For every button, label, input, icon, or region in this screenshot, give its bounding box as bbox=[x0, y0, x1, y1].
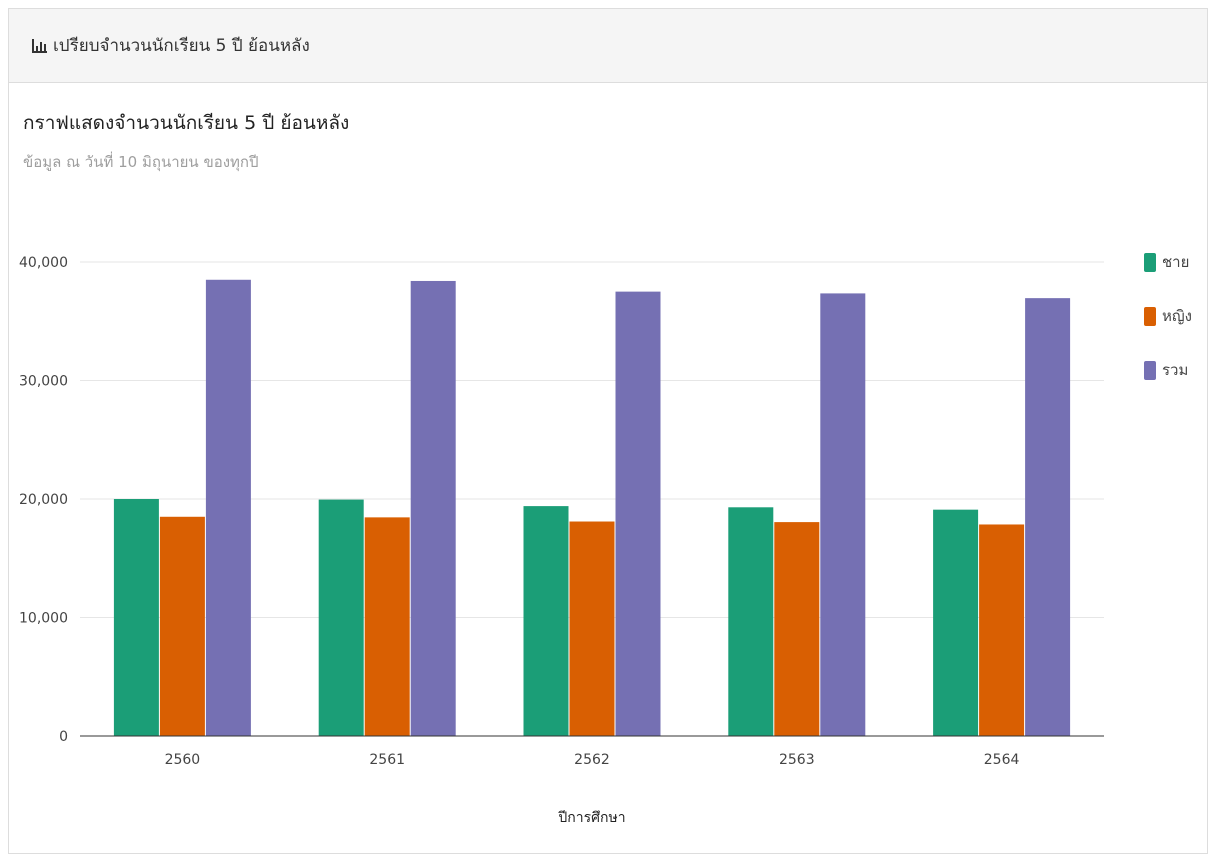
bar-male-2563[interactable] bbox=[728, 507, 774, 736]
legend-item-total[interactable]: รวม bbox=[1144, 360, 1192, 380]
bar-male-2560[interactable] bbox=[113, 499, 159, 736]
bar-female-2564[interactable] bbox=[979, 524, 1025, 736]
x-tick-label: 2560 bbox=[165, 752, 201, 768]
y-tick-label: 40,000 bbox=[19, 255, 68, 271]
bar-male-2562[interactable] bbox=[523, 506, 569, 736]
x-tick-label: 2562 bbox=[574, 752, 610, 768]
legend-item-male[interactable]: ชาย bbox=[1144, 252, 1192, 272]
chart-title: กราฟแสดงจำนวนนักเรียน 5 ปี ย้อนหลัง bbox=[23, 112, 350, 134]
bar-total-2560[interactable] bbox=[205, 279, 251, 736]
y-tick-label: 20,000 bbox=[19, 492, 68, 508]
bar-total-2561[interactable] bbox=[410, 280, 456, 736]
y-tick-label: 10,000 bbox=[19, 611, 68, 627]
panel-heading: เปรียบจำนวนนักเรียน 5 ปี ย้อนหลัง bbox=[9, 9, 1207, 83]
x-tick-label: 2564 bbox=[984, 752, 1020, 768]
legend-swatch-female bbox=[1144, 306, 1156, 326]
legend-label-male: ชาย bbox=[1162, 253, 1190, 271]
y-tick-label: 0 bbox=[59, 729, 68, 745]
x-axis-label: ปีการศึกษา bbox=[558, 810, 626, 826]
legend-swatch-total bbox=[1144, 360, 1156, 380]
chart-subtitle: ข้อมูล ณ วันที่ 10 มิถุนายน ของทุกปี bbox=[23, 153, 259, 171]
bar-male-2561[interactable] bbox=[318, 499, 364, 736]
bar-female-2561[interactable] bbox=[364, 517, 410, 736]
y-tick-label: 30,000 bbox=[19, 374, 68, 390]
legend-label-female: หญิง bbox=[1162, 307, 1192, 325]
bar-female-2560[interactable] bbox=[159, 516, 205, 736]
x-tick-label: 2563 bbox=[779, 752, 815, 768]
chart-legend: ชาย หญิง รวม bbox=[1144, 252, 1192, 414]
panel-heading-text: เปรียบจำนวนนักเรียน 5 ปี ย้อนหลัง bbox=[53, 36, 310, 56]
bar-total-2563[interactable] bbox=[820, 293, 866, 736]
bar-total-2562[interactable] bbox=[615, 291, 661, 736]
bar-male-2564[interactable] bbox=[933, 509, 979, 736]
bar-total-2564[interactable] bbox=[1025, 298, 1071, 736]
legend-item-female[interactable]: หญิง bbox=[1144, 306, 1192, 326]
bar-female-2563[interactable] bbox=[774, 522, 820, 736]
bar-female-2562[interactable] bbox=[569, 521, 615, 736]
legend-label-total: รวม bbox=[1162, 361, 1189, 379]
bar-chart-icon bbox=[32, 38, 47, 53]
x-tick-label: 2561 bbox=[369, 752, 405, 768]
legend-swatch-male bbox=[1144, 252, 1156, 272]
